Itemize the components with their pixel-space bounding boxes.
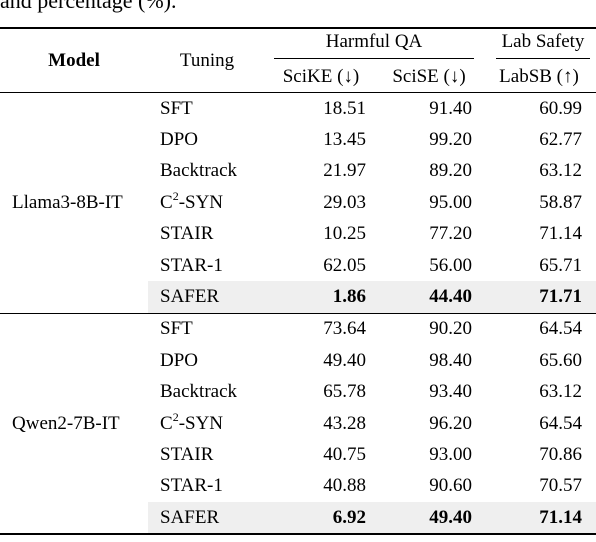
table-row: Backtrack 65.78 93.40 63.12	[0, 377, 596, 408]
labsb-value: 71.14	[539, 223, 582, 245]
table-body: Llama3-8B-IT SFT 18.51 91.40 60.99 DPO 13.45 99…	[0, 92, 596, 536]
table-row: DPO 13.45 99.20 62.77	[0, 124, 596, 155]
scise-value: 98.40	[429, 349, 472, 371]
tuning-method: SFT	[160, 97, 193, 119]
scise-value: 77.20	[429, 223, 472, 245]
scise-value: 93.40	[429, 381, 472, 403]
table-row: DPO 49.40 98.40 65.60	[0, 345, 596, 376]
labsb-value: 63.12	[539, 381, 582, 403]
table-row: SAFER 1.86 44.40 71.71	[0, 281, 596, 314]
labsb-value: 58.87	[539, 191, 582, 213]
tuning-method: DPO	[160, 349, 199, 371]
table-row: STAR-1 62.05 56.00 65.71	[0, 250, 596, 281]
header-row-groups: Model Tuning Harmful QA Lab Safety	[0, 27, 596, 93]
header-group-lab-safety-label: Lab Safety	[496, 31, 590, 59]
scise-value: 93.00	[429, 443, 472, 465]
scike-value: 40.75	[323, 443, 366, 465]
tuning-method: C2-SYN	[160, 409, 224, 434]
scike-value: 10.25	[323, 223, 366, 245]
scise-value: 99.20	[429, 129, 472, 151]
table-row: C2-SYN 29.03 95.00 58.87	[0, 187, 596, 218]
labsb-value: 65.60	[539, 349, 582, 371]
table-row: Backtrack 21.97 89.20 63.12	[0, 156, 596, 187]
tuning-method: STAR-1	[160, 475, 223, 497]
header-tuning: Tuning	[148, 27, 266, 93]
header-scike: SciKE (↓)	[266, 61, 376, 93]
scike-value: 65.78	[323, 381, 366, 403]
labsb-value: 63.12	[539, 160, 582, 182]
labsb-value: 64.54	[539, 412, 582, 434]
header-group-harmful-qa-label: Harmful QA	[274, 31, 474, 59]
table-row: C2-SYN 43.28 96.20 64.54	[0, 408, 596, 439]
table-row: STAIR 10.25 77.20 71.14	[0, 219, 596, 250]
tuning-method: C2-SYN	[160, 188, 224, 213]
scike-value: 21.97	[323, 160, 366, 182]
tuning-method: SAFER	[148, 502, 266, 536]
labsb-value: 70.57	[539, 475, 582, 497]
scike-value: 6.92	[266, 502, 376, 536]
tuning-method: SAFER	[148, 281, 266, 314]
scike-value: 18.51	[323, 97, 366, 119]
scise-value: 95.00	[429, 191, 472, 213]
labsb-value: 70.86	[539, 443, 582, 465]
table-row: STAIR 40.75 93.00 70.86	[0, 439, 596, 470]
scike-value: 73.64	[323, 318, 366, 340]
labsb-value: 64.54	[539, 318, 582, 340]
scise-value: 96.20	[429, 412, 472, 434]
scike-value: 1.86	[266, 281, 376, 314]
scike-value: 62.05	[323, 254, 366, 276]
header-labsb: LabSB (↑)	[482, 61, 596, 93]
scise-value: 49.40	[376, 502, 482, 536]
tuning-method: DPO	[160, 129, 199, 151]
scike-value: 43.28	[323, 412, 366, 434]
table-row: Llama3-8B-IT SFT 18.51 91.40 60.99	[0, 92, 596, 314]
header-group-harmful-qa: Harmful QA	[266, 27, 482, 61]
tuning-method: SFT	[160, 318, 193, 340]
scike-value: 40.88	[323, 475, 366, 497]
scike-value: 29.03	[323, 191, 366, 213]
labsb-value: 71.14	[482, 502, 596, 536]
header-group-lab-safety: Lab Safety	[482, 27, 596, 61]
labsb-value: 65.71	[539, 254, 582, 276]
scise-value: 89.20	[429, 160, 472, 182]
scise-value: 90.20	[429, 318, 472, 340]
labsb-value: 60.99	[539, 97, 582, 119]
tuning-method: STAIR	[160, 223, 214, 245]
results-table: Model Tuning Harmful QA Lab Safety SciKE…	[0, 27, 596, 536]
table-row: STAR-1 40.88 90.60 70.57	[0, 471, 596, 502]
header-scise: SciSE (↓)	[376, 61, 482, 93]
table-row: SAFER 6.92 49.40 71.14	[0, 502, 596, 536]
caption-fragment: and percentage (%).	[0, 0, 177, 13]
tuning-method: Backtrack	[160, 160, 238, 182]
table-row: Qwen2-7B-IT SFT 73.64 90.20 64.54	[0, 313, 596, 536]
scike-value: 13.45	[323, 129, 366, 151]
scise-value: 56.00	[429, 254, 472, 276]
header-row-metrics: SciKE (↓) SciSE (↓) LabSB (↑)	[0, 61, 596, 93]
scise-value: 90.60	[429, 475, 472, 497]
tuning-method: Backtrack	[160, 381, 238, 403]
tuning-method: STAR-1	[160, 254, 223, 276]
model-name: Qwen2-7B-IT	[0, 313, 148, 536]
scise-value: 44.40	[376, 281, 482, 314]
header-model: Model	[0, 27, 148, 93]
model-name: Llama3-8B-IT	[0, 92, 148, 314]
labsb-value: 62.77	[539, 129, 582, 151]
tuning-method: STAIR	[160, 443, 214, 465]
labsb-value: 71.71	[482, 281, 596, 314]
scise-value: 91.40	[429, 97, 472, 119]
scike-value: 49.40	[323, 349, 366, 371]
